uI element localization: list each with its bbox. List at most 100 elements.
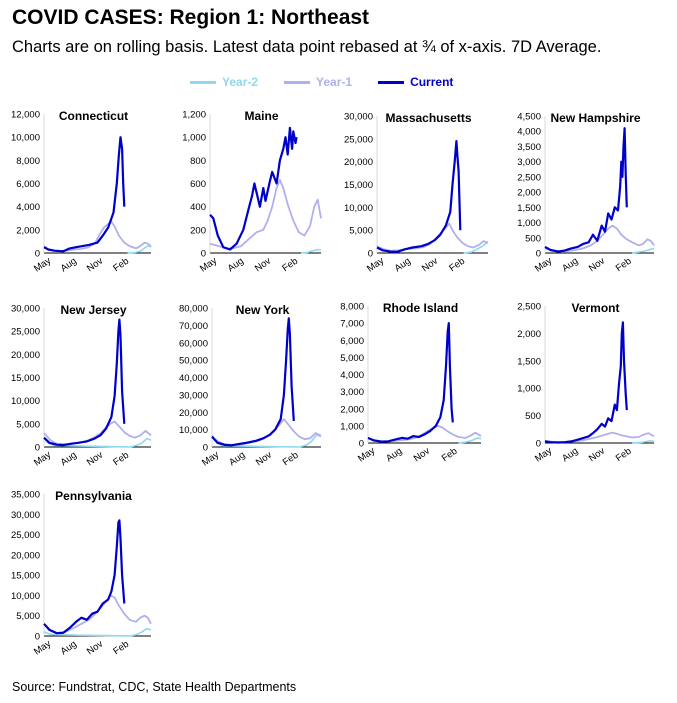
y-tick-label: 2,000 <box>517 329 541 340</box>
y-tick-label: 0 <box>536 249 541 260</box>
chart-title: New Jersey <box>60 303 126 317</box>
y-tick-label: 80,000 <box>179 304 208 315</box>
y-tick-label: 15,000 <box>11 571 40 582</box>
y-tick-label: 2,000 <box>16 225 40 236</box>
y-tick-label: 2,000 <box>340 404 364 415</box>
x-tick-label: Feb <box>280 256 300 274</box>
legend-item-year-2: Year-2 <box>190 75 258 89</box>
y-tick-label: 1,500 <box>517 356 541 367</box>
y-tick-label: 0 <box>35 632 40 643</box>
y-tick-label: 30,000 <box>179 390 208 401</box>
series-line-current <box>209 126 298 251</box>
series-line-current <box>544 321 628 444</box>
y-tick-label: 5,000 <box>16 611 40 622</box>
y-tick-label: 0 <box>203 443 208 454</box>
series-line-year-2 <box>43 627 152 637</box>
legend-swatch-year-1 <box>284 80 311 84</box>
y-tick-label: 0 <box>35 249 40 260</box>
chart-title: Massachusetts <box>385 111 471 125</box>
y-tick-label: 4,000 <box>16 202 40 213</box>
y-tick-label: 6,000 <box>340 336 364 347</box>
y-tick-label: 20,000 <box>344 157 373 168</box>
chart-title: New Hampshire <box>550 111 640 125</box>
y-tick-label: 10,000 <box>11 133 40 144</box>
x-tick-label: Nov <box>420 255 440 274</box>
y-tick-label: 2,000 <box>517 188 541 199</box>
y-tick-label: 1,000 <box>517 218 541 229</box>
y-tick-label: 1,200 <box>182 110 206 121</box>
chart-title: Vermont <box>571 301 619 315</box>
series-line-year-2 <box>632 247 655 254</box>
y-tick-label: 0 <box>359 439 364 450</box>
chart-new-hampshire: 0 500 1,000 1,500 2,000 2,500 3,000 3,500 4,000 4… <box>517 111 655 275</box>
x-tick-label: Nov <box>587 445 607 464</box>
y-tick-label: 3,000 <box>340 387 364 398</box>
legend-label-current: Current <box>410 75 454 89</box>
legend-item-current: Current <box>378 75 453 89</box>
series-line-year-2 <box>463 240 489 254</box>
chart-title: New York <box>236 303 290 317</box>
y-tick-label: 0 <box>536 439 541 450</box>
y-tick-label: 800 <box>190 156 206 167</box>
x-tick-label: Nov <box>85 449 105 468</box>
chart-rhode-island: 0 1,000 2,000 3,000 4,000 5,000 6,000 7,000 8,00… <box>340 301 482 465</box>
series-line-current <box>211 317 295 447</box>
series-line-current <box>43 318 126 447</box>
x-tick-label: Aug <box>59 256 79 275</box>
legend-swatch-year-2 <box>190 80 216 84</box>
y-tick-label: 15,000 <box>344 180 373 191</box>
y-tick-label: 0 <box>35 443 40 454</box>
series-line-year-1 <box>209 179 322 250</box>
y-tick-label: 5,000 <box>349 226 373 237</box>
x-tick-label: Feb <box>447 256 467 274</box>
series-line-current <box>376 140 462 253</box>
x-tick-label: Feb <box>614 446 634 464</box>
series-line-year-1 <box>211 418 322 446</box>
chart-title: Pennsylvania <box>55 489 132 503</box>
y-tick-label: 12,000 <box>11 110 40 121</box>
y-tick-label: 4,500 <box>517 112 541 123</box>
y-tick-label: 6,000 <box>16 179 40 190</box>
x-tick-label: Feb <box>440 446 460 464</box>
x-tick-label: Nov <box>85 255 105 274</box>
y-tick-label: 5,000 <box>340 353 364 364</box>
y-tick-label: 10,000 <box>11 591 40 602</box>
series-line-year-1 <box>544 224 655 253</box>
series-line-year-1 <box>43 420 152 446</box>
y-tick-label: 20,000 <box>179 408 208 419</box>
y-tick-label: 4,000 <box>517 127 541 138</box>
y-tick-label: 25,000 <box>11 327 40 338</box>
y-tick-label: 25,000 <box>344 134 373 145</box>
y-tick-label: 5,000 <box>16 419 40 430</box>
x-tick-label: Aug <box>384 446 404 465</box>
y-tick-label: 0 <box>368 249 373 260</box>
x-tick-label: Feb <box>111 450 131 468</box>
y-tick-label: 70,000 <box>179 321 208 332</box>
series-line-year-1 <box>376 222 489 252</box>
y-tick-label: 1,500 <box>517 203 541 214</box>
series-line-year-1 <box>544 431 655 444</box>
x-tick-label: Aug <box>227 450 247 469</box>
y-tick-label: 30,000 <box>344 112 373 123</box>
source-note: Source: Fundstrat, CDC, State Health Dep… <box>12 680 297 694</box>
y-tick-label: 0 <box>201 249 206 260</box>
y-tick-label: 30,000 <box>11 304 40 315</box>
y-tick-label: 10,000 <box>344 203 373 214</box>
x-tick-label: Aug <box>560 446 580 465</box>
x-tick-label: Feb <box>281 450 301 468</box>
y-tick-label: 50,000 <box>179 356 208 367</box>
y-tick-label: 400 <box>190 202 206 213</box>
series-line-year-2 <box>300 248 322 254</box>
x-tick-label: Feb <box>111 256 131 274</box>
series-line-year-2 <box>127 244 152 254</box>
y-tick-label: 1,000 <box>182 133 206 144</box>
y-tick-label: 1,000 <box>517 384 541 395</box>
chart-title: Connecticut <box>59 109 128 123</box>
legend-swatch-current <box>378 80 405 84</box>
y-tick-label: 2,500 <box>517 302 541 313</box>
y-tick-label: 4,000 <box>340 370 364 381</box>
